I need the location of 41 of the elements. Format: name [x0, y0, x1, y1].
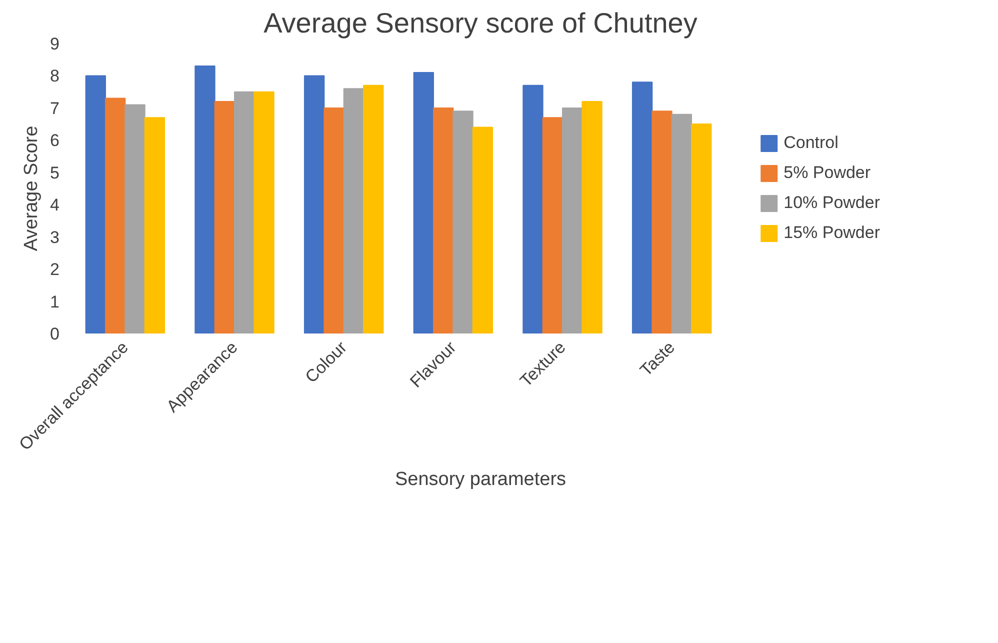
bar: [522, 84, 544, 334]
y-tick-label: 7: [50, 98, 60, 118]
y-tick-label: 8: [50, 66, 60, 86]
bar: [85, 75, 106, 334]
x-axis-title: Sensory parameters: [394, 468, 566, 490]
bar: [632, 82, 653, 334]
bar: [652, 110, 672, 334]
bar: [582, 101, 602, 334]
y-axis-title: Average Score: [21, 126, 42, 252]
bar: [432, 107, 454, 334]
y-tick-label: 1: [50, 292, 60, 312]
bar: [472, 126, 494, 334]
y-tick-label: 9: [50, 34, 60, 54]
legend-label: Control: [784, 133, 838, 153]
y-tick-label: 4: [50, 196, 60, 215]
bar: [104, 98, 126, 334]
bar: [691, 124, 712, 334]
bar: [254, 91, 274, 334]
bar: [671, 114, 692, 334]
bar: [452, 110, 474, 334]
bar: [363, 84, 384, 334]
bar: [214, 101, 235, 334]
y-tick-label: 6: [50, 131, 60, 150]
y-tick-label: 0: [50, 324, 60, 344]
legend-label: 5% Powder: [784, 163, 871, 183]
bar: [562, 107, 583, 334]
legend-label: 15% Powder: [784, 223, 880, 243]
legend-label: 10% Powder: [784, 193, 880, 213]
bar: [144, 117, 166, 334]
bar: [324, 107, 344, 334]
y-tick-label: 5: [50, 163, 60, 182]
y-tick-label: 3: [50, 228, 60, 247]
bar: [542, 117, 563, 334]
bar: [413, 72, 434, 334]
bar: [234, 91, 255, 334]
bar: [304, 75, 325, 334]
chart-title: Average Sensory score of Chutney: [264, 8, 698, 38]
bar: [343, 88, 364, 334]
bar: [194, 66, 216, 334]
y-tick-label: 2: [50, 260, 60, 280]
bar: [124, 104, 146, 334]
